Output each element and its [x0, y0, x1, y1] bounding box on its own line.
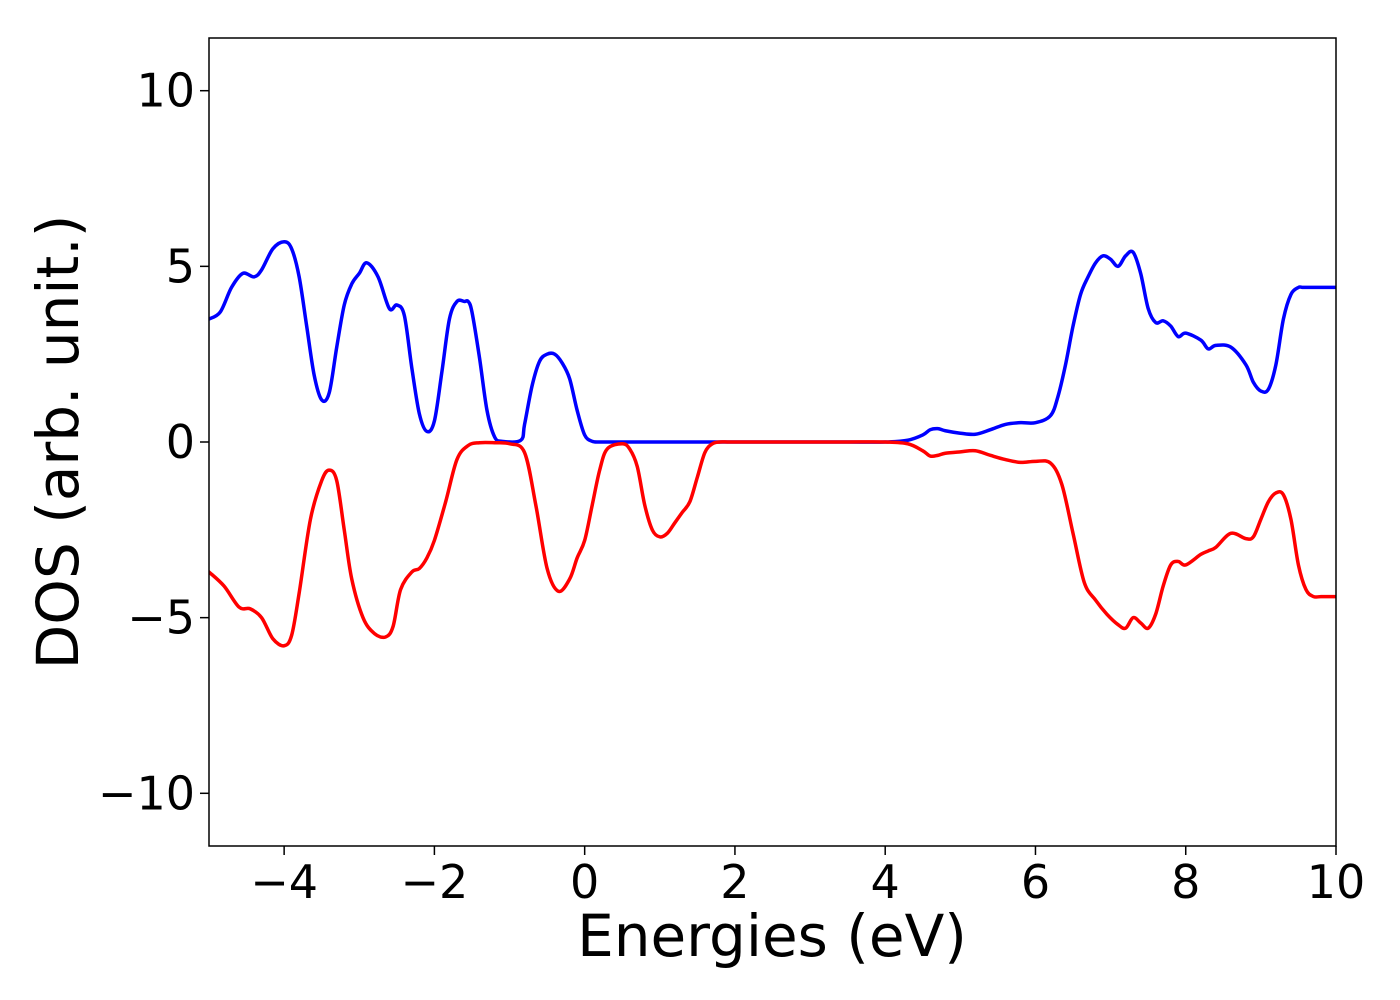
y-tick-label: 0: [166, 415, 195, 469]
x-tick-label: −4: [250, 855, 318, 909]
y-tick-label: 10: [136, 64, 195, 118]
x-axis-label: Energies (eV): [577, 902, 967, 970]
y-tick-label: 5: [166, 239, 195, 293]
y-axis-label: DOS (arb. unit.): [24, 215, 92, 670]
x-tick-label: 2: [720, 855, 749, 909]
x-tick-label: 10: [1307, 855, 1366, 909]
x-axis-ticks: −4 −2 0 2 4 6 8 10: [250, 846, 1365, 909]
series-line-blue: [209, 240, 1336, 444]
series-layer: [209, 240, 1336, 648]
series-line-red: [209, 440, 1336, 648]
y-axis-ticks: −10 −5 0 5 10: [98, 64, 209, 820]
x-tick-label: 8: [1171, 855, 1200, 909]
x-tick-label: −2: [400, 855, 468, 909]
x-tick-label: 6: [1021, 855, 1050, 909]
x-tick-label: 0: [570, 855, 599, 909]
y-tick-label: −10: [98, 766, 195, 820]
x-tick-label: 4: [871, 855, 900, 909]
y-tick-label: −5: [127, 591, 195, 645]
